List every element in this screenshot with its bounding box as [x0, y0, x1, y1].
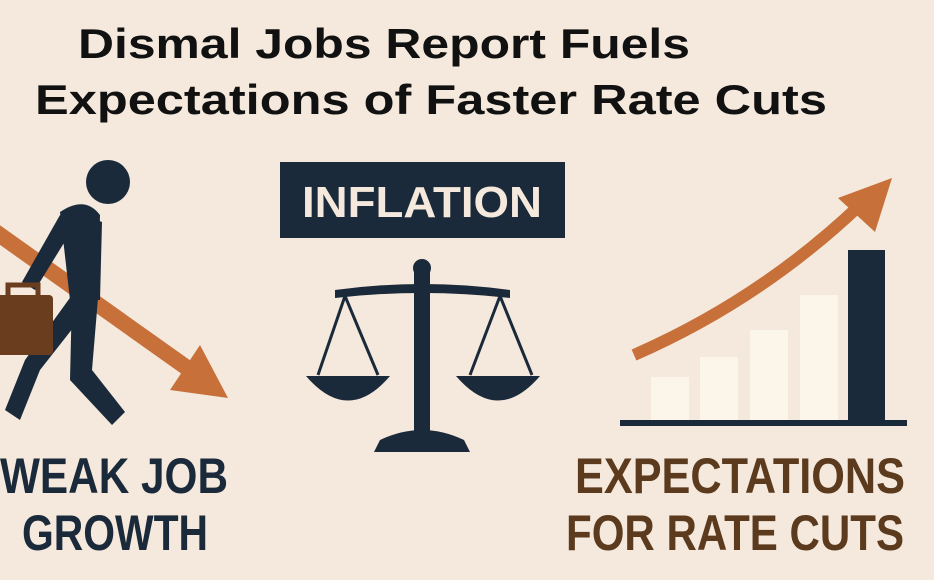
panel-label: WEAK JOB: [0, 448, 228, 504]
title-line: Dismal Jobs Report Fuels: [78, 20, 690, 67]
bar-illustration: [620, 250, 907, 426]
panel-label: GROWTH: [22, 505, 208, 561]
inflation-box: [280, 162, 565, 238]
panel-label: INFLATION: [302, 178, 542, 227]
rise-arrow: [631, 178, 892, 361]
walking-figure: [5, 160, 130, 425]
briefcase: [0, 282, 53, 355]
balance-scale: [306, 259, 540, 452]
panel-label: FOR RATE CUTS: [566, 505, 904, 561]
title-line: Expectations of Faster Rate Cuts: [35, 76, 827, 123]
panel-label: EXPECTATIONS: [575, 448, 905, 504]
